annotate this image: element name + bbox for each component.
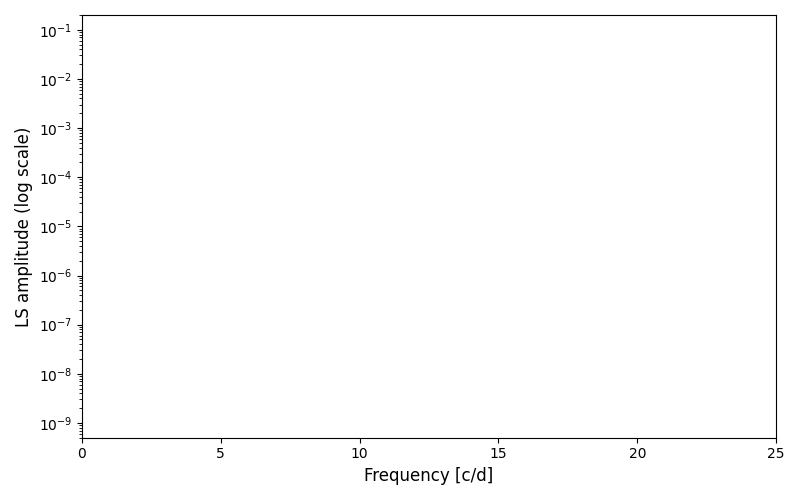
Y-axis label: LS amplitude (log scale): LS amplitude (log scale) <box>15 126 33 326</box>
X-axis label: Frequency [c/d]: Frequency [c/d] <box>364 467 494 485</box>
